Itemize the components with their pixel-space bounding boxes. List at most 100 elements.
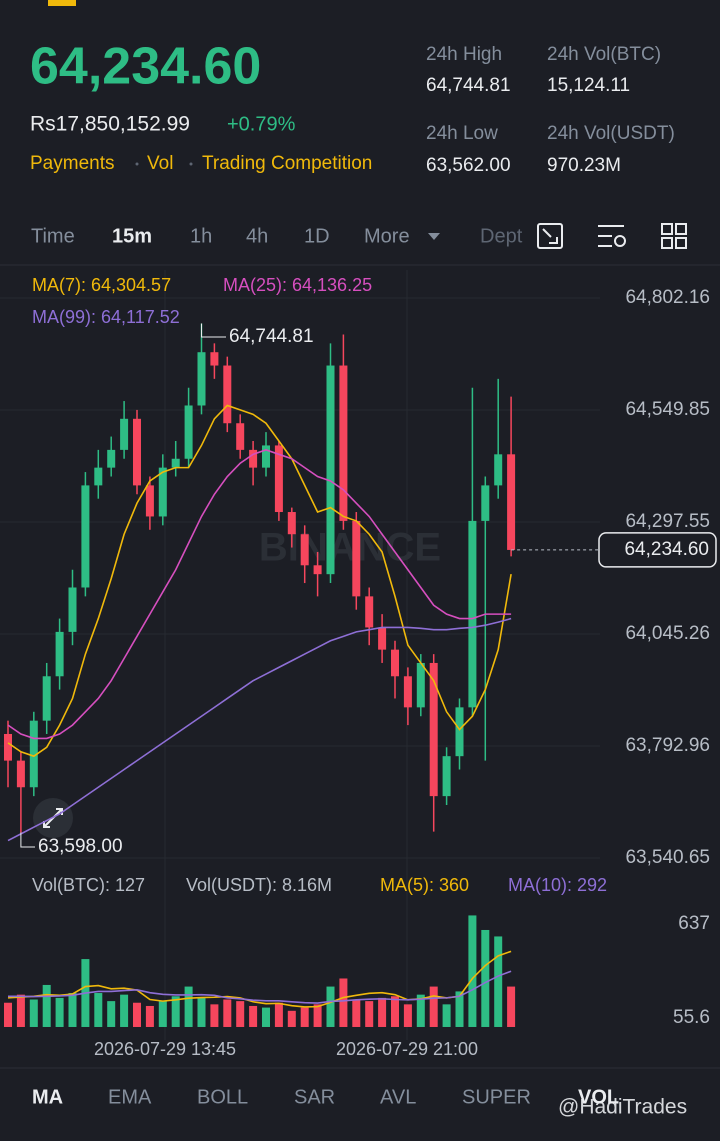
volume-bar (429, 986, 438, 1027)
legend-entry: MA(99): 64,117.52 (32, 307, 180, 327)
volume-bar (197, 997, 206, 1027)
change: +0.79% (227, 113, 296, 135)
max-leader (201, 323, 226, 338)
volume-bar (378, 997, 387, 1027)
indicator-tab[interactable]: MA (32, 1086, 63, 1108)
volume-bar (326, 986, 335, 1027)
stat-value: 970.23M (547, 155, 621, 176)
candle-body (378, 627, 387, 650)
toolbar-icons[interactable] (537, 223, 687, 249)
indicator-tab[interactable]: SAR (294, 1086, 335, 1108)
volume-bar (313, 1004, 322, 1027)
volume-bar (16, 994, 25, 1027)
volume-bar (507, 986, 516, 1027)
candle-body (184, 405, 193, 459)
volume-bar (455, 991, 464, 1027)
candle-body (274, 445, 283, 513)
stat-label: 24h Low (426, 123, 498, 144)
volume-bar (262, 1007, 270, 1027)
y-tick-label: 64,297.55 (625, 511, 710, 532)
indicator-tab[interactable]: BOLL (197, 1086, 248, 1108)
volume-bar (287, 1010, 296, 1027)
watermark: @HadiTrades (558, 1096, 687, 1119)
indicator-tab[interactable]: EMA (108, 1086, 152, 1108)
candle-body (249, 449, 258, 468)
candle-body (352, 520, 361, 597)
candle-body (455, 707, 464, 757)
last-price-label: 64,234.60 (624, 539, 709, 560)
candle-body (42, 676, 51, 721)
candle-body (313, 565, 322, 575)
tab-indicator (48, 0, 76, 6)
volume-bar (468, 915, 477, 1027)
link[interactable]: Trading Competition (202, 153, 372, 174)
link[interactable]: Vol (147, 153, 173, 174)
tab[interactable]: 1D (304, 225, 330, 247)
max-label: 64,744.81 (229, 326, 314, 347)
candle-body (4, 733, 12, 761)
legend-entry: MA(25): 64,136.25 (223, 275, 372, 295)
dot (189, 162, 193, 166)
price: 64,234.60 (30, 38, 261, 96)
legend-entry: MA(7): 64,304.57 (32, 275, 171, 295)
candle-body (468, 520, 477, 708)
indicator-tab[interactable]: SUPER (462, 1086, 531, 1108)
tab[interactable]: 1h (190, 225, 212, 247)
candle-body (403, 676, 412, 708)
link[interactable]: Payments (30, 153, 114, 174)
min-label: 63,598.00 (38, 836, 123, 857)
candle-body (287, 512, 296, 535)
candle-body (94, 467, 103, 486)
candle-body (158, 467, 167, 517)
candle-body (171, 458, 180, 468)
volume-bar (365, 1001, 374, 1027)
volume-bar (339, 978, 348, 1027)
candle-body (223, 365, 232, 424)
tab[interactable]: Time (31, 225, 75, 247)
tab[interactable]: More (364, 225, 410, 247)
candle-body (145, 485, 154, 517)
stat-value: 63,562.00 (426, 155, 511, 176)
x-tick-label: 2026-07-29 21:00 (336, 1039, 478, 1059)
indicator-tab[interactable]: VOL (578, 1086, 619, 1108)
candle-body (120, 418, 129, 450)
candle-body (391, 649, 399, 677)
ma-line (7, 617, 512, 842)
y-tick-label: 63,792.96 (625, 735, 710, 756)
volume-bar (55, 997, 64, 1027)
tab[interactable]: 15m (112, 225, 152, 247)
volume-bar (416, 994, 425, 1027)
candle-body (236, 423, 245, 450)
tab[interactable]: Dept (480, 225, 523, 247)
candle-body (262, 445, 270, 468)
candle-body (133, 418, 141, 486)
volume-bar (107, 1001, 116, 1027)
dropdown-icon (428, 233, 440, 240)
stat-label: 24h Vol(BTC) (547, 44, 661, 65)
tab[interactable]: 4h (246, 225, 268, 247)
volume-bar (274, 1002, 283, 1027)
candle-body (507, 454, 516, 550)
volume-bar (42, 984, 51, 1027)
min-leader (20, 832, 35, 848)
candle-body (494, 454, 503, 486)
volume-bar (210, 1004, 219, 1027)
volume-bar (145, 1005, 154, 1027)
stat-value: 64,744.81 (426, 75, 511, 96)
candle-body (339, 365, 348, 521)
candle-body (326, 365, 335, 575)
volume-bar (171, 996, 180, 1027)
volume-bar (4, 1002, 12, 1027)
candle-body (442, 756, 451, 797)
candle-body (416, 662, 425, 708)
fiat-price: Rs17,850,152.99 (30, 113, 190, 136)
legend-entry: Vol(USDT): 8.16M (186, 875, 332, 895)
volume-bar (158, 1001, 167, 1027)
candle-body (365, 596, 374, 628)
y-tick-label: 64,549.85 (625, 399, 710, 420)
candle-body (81, 485, 90, 588)
candle-body (29, 720, 38, 788)
indicator-tab[interactable]: AVL (380, 1086, 416, 1108)
candle-body (107, 449, 116, 468)
